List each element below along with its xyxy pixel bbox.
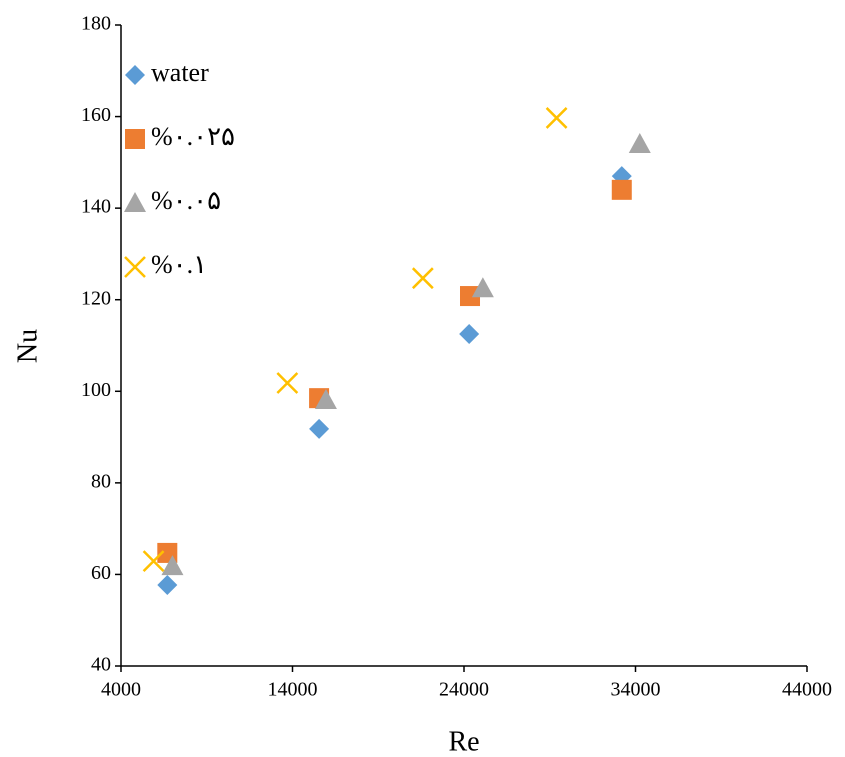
legend-label: %۰.۱ bbox=[151, 250, 207, 279]
square-marker bbox=[611, 179, 632, 200]
y-tick-label: 120 bbox=[81, 287, 111, 309]
y-axis-title: Nu bbox=[12, 329, 43, 363]
x-marker bbox=[545, 107, 568, 129]
y-tick-label: 60 bbox=[91, 562, 111, 584]
diamond-marker bbox=[459, 324, 480, 345]
diamond-marker bbox=[125, 65, 145, 85]
y-tick-label: 100 bbox=[81, 379, 111, 401]
y-tick-label: 40 bbox=[91, 654, 111, 676]
y-tick-label: 80 bbox=[91, 470, 111, 492]
x-tick-label: 4000 bbox=[101, 679, 141, 701]
square-marker bbox=[460, 286, 481, 307]
x-tick-label: 44000 bbox=[782, 679, 832, 701]
diamond-marker bbox=[309, 418, 330, 439]
y-tick-label: 160 bbox=[81, 104, 111, 126]
square-marker bbox=[125, 129, 145, 149]
triangle-marker bbox=[314, 388, 337, 409]
x-marker bbox=[124, 256, 146, 278]
x-tick-label: 34000 bbox=[611, 679, 661, 701]
legend-label: %۰.۰۵ bbox=[151, 186, 221, 215]
x-marker bbox=[142, 550, 165, 573]
x-tick-label: 14000 bbox=[268, 679, 318, 701]
y-tick-label: 180 bbox=[81, 13, 111, 35]
legend-label: %۰.۰۲۵ bbox=[151, 122, 235, 151]
triangle-marker bbox=[161, 555, 184, 576]
y-tick-label: 140 bbox=[81, 196, 111, 218]
triangle-marker bbox=[628, 133, 651, 154]
diamond-marker bbox=[157, 574, 178, 595]
triangle-marker bbox=[124, 192, 146, 212]
triangle-marker bbox=[471, 277, 494, 298]
x-marker bbox=[276, 372, 299, 394]
x-marker bbox=[411, 267, 434, 290]
x-axis-title: Re bbox=[448, 726, 479, 757]
x-tick-label: 24000 bbox=[439, 679, 489, 701]
legend-label: water bbox=[151, 58, 209, 87]
